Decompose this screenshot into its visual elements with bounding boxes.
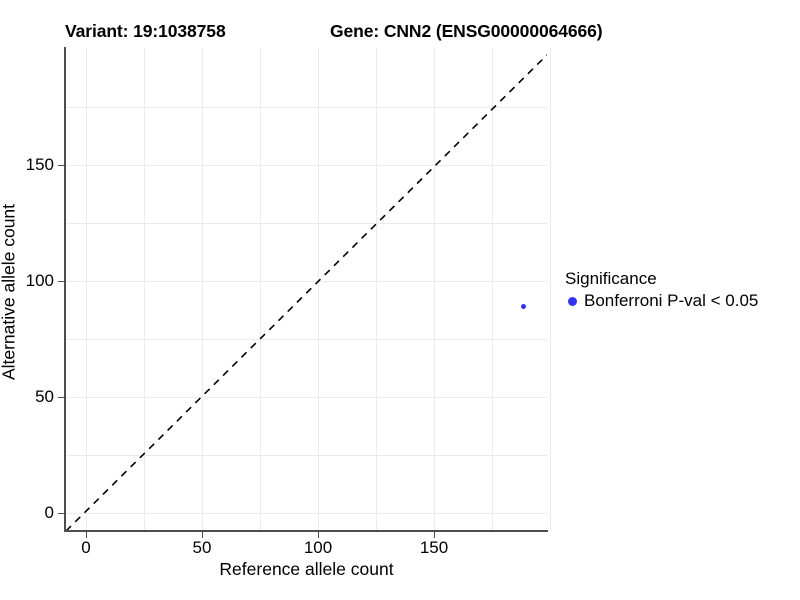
y-ticklabel-150: 150 bbox=[25, 155, 54, 174]
gridline-major-y-100 bbox=[66, 281, 547, 282]
y-tick-100 bbox=[58, 281, 64, 282]
legend-title: Significance bbox=[565, 269, 657, 288]
x-axis-line bbox=[64, 530, 548, 532]
y-ticklabel-wrap-100: 100 bbox=[0, 272, 54, 290]
gridline-minor-x-125 bbox=[376, 48, 377, 531]
gridline-major-x-0 bbox=[86, 48, 87, 531]
variant-title: Variant: 19:1038758 bbox=[65, 21, 226, 41]
y-tick-150 bbox=[58, 165, 64, 166]
x-ticklabel-100: 100 bbox=[303, 538, 333, 557]
y-ticklabel-50: 50 bbox=[35, 387, 54, 406]
legend-key-swatch bbox=[565, 293, 582, 310]
y-tick-50 bbox=[58, 397, 64, 398]
gridline-major-x-50 bbox=[202, 48, 203, 531]
data-point bbox=[521, 304, 527, 310]
gridline-minor-x-25 bbox=[144, 48, 145, 531]
x-tick-150 bbox=[434, 532, 435, 538]
legend-item-bonferroni-significant[interactable]: Bonferroni P-val < 0.05 bbox=[565, 292, 795, 311]
gridline-major-x-200 bbox=[550, 48, 551, 531]
gridline-minor-y-125 bbox=[66, 223, 547, 224]
x-axis-title: Reference allele count bbox=[219, 559, 394, 579]
x-tick-0 bbox=[86, 532, 87, 538]
x-ticklabel-50: 50 bbox=[192, 538, 212, 557]
gridline-minor-x-75 bbox=[260, 48, 261, 531]
gridline-major-x-100 bbox=[318, 48, 319, 531]
gridline-minor-y-25 bbox=[66, 455, 547, 456]
y-ticklabel-wrap-150: 150 bbox=[0, 156, 54, 174]
gridline-major-x-150 bbox=[434, 48, 435, 531]
gridline-minor-y-175 bbox=[66, 107, 547, 108]
y-axis-line bbox=[64, 47, 66, 532]
legend-items: Bonferroni P-val < 0.05 bbox=[565, 292, 795, 311]
plot-panel bbox=[66, 48, 551, 531]
y-ticklabel-0: 0 bbox=[44, 503, 54, 522]
x-ticklabel-0: 0 bbox=[81, 538, 91, 557]
y-ticklabel-100: 100 bbox=[25, 271, 54, 290]
gene-title: Gene: CNN2 (ENSG00000064666) bbox=[330, 21, 603, 41]
legend: Significance Bonferroni P-val < 0.05 bbox=[565, 269, 795, 311]
x-tick-50 bbox=[202, 532, 203, 538]
legend-item-label: Bonferroni P-val < 0.05 bbox=[584, 291, 759, 311]
y-axis-title: Alternative allele count bbox=[0, 203, 19, 381]
y-ticklabel-wrap-50: 50 bbox=[0, 388, 54, 406]
gridline-major-y-150 bbox=[66, 165, 547, 166]
y-ticklabel-wrap-0: 0 bbox=[0, 504, 54, 522]
gridline-minor-y-75 bbox=[66, 339, 547, 340]
chart-title-row: Variant: 19:1038758 Gene: CNN2 (ENSG0000… bbox=[0, 21, 800, 45]
gridline-minor-x-175 bbox=[492, 48, 493, 531]
gridline-major-y-0 bbox=[66, 513, 547, 514]
y-axis-title-wrap: Alternative allele count bbox=[0, 51, 21, 534]
gridline-major-y-50 bbox=[66, 397, 547, 398]
legend-dot-icon bbox=[568, 297, 577, 307]
y-tick-0 bbox=[58, 513, 64, 514]
x-ticklabel-150: 150 bbox=[419, 538, 449, 557]
x-tick-100 bbox=[318, 532, 319, 538]
